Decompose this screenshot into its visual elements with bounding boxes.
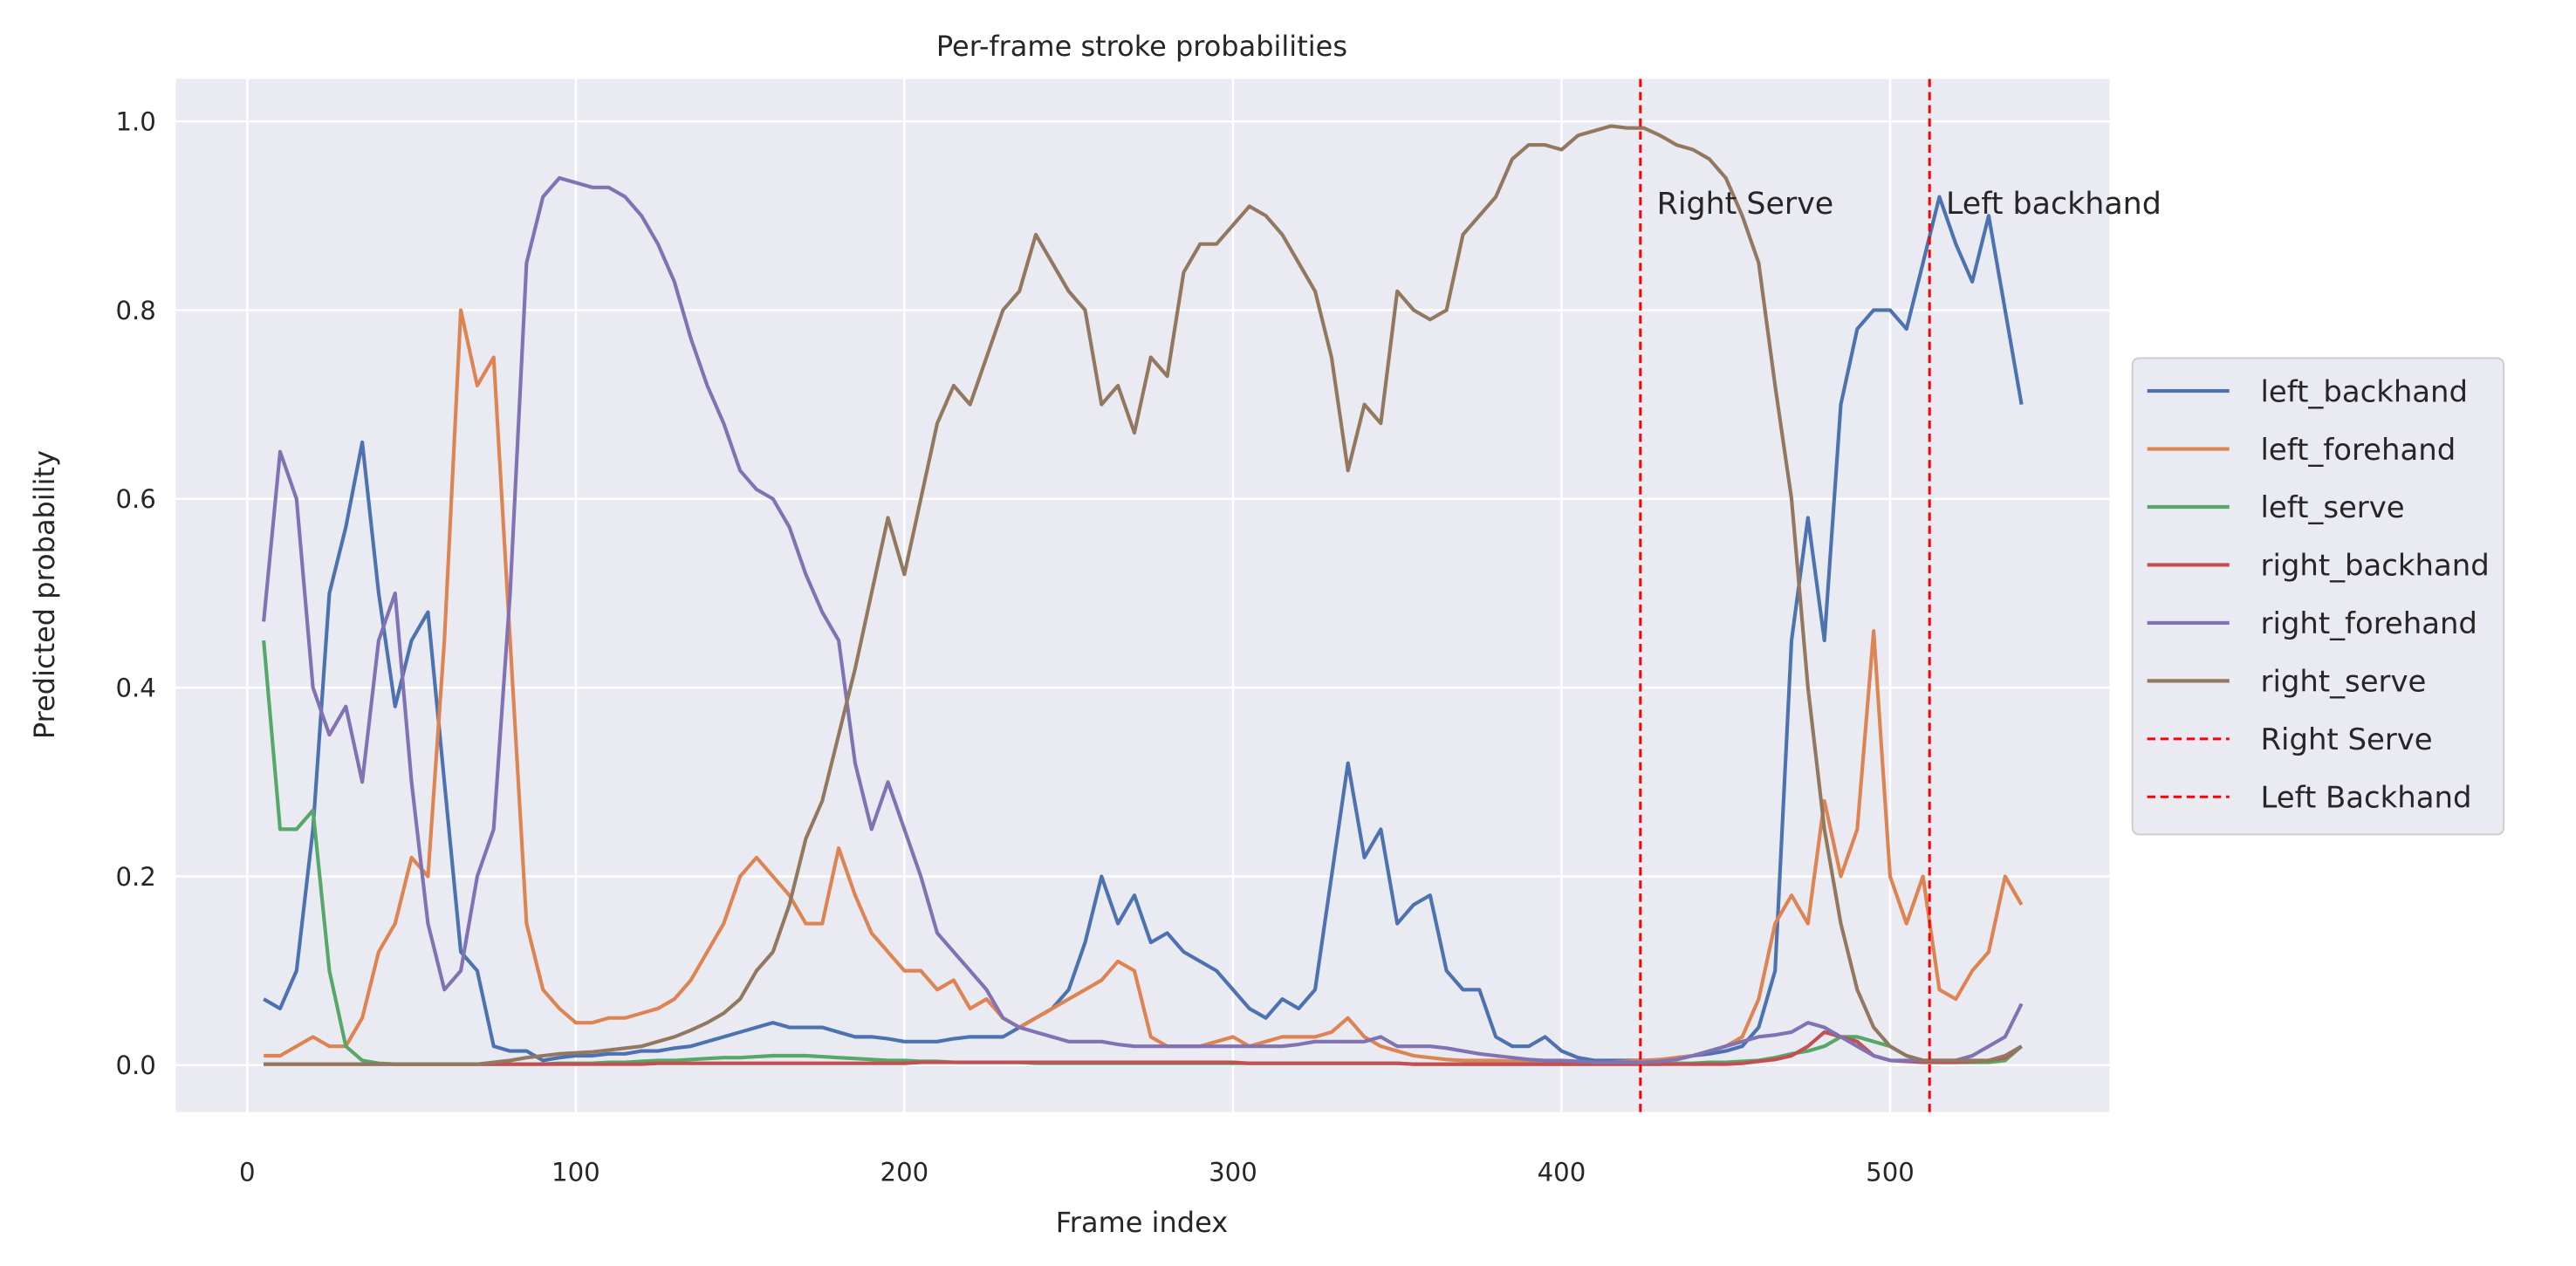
series-line: [263, 195, 2024, 1063]
x-axis-label: Frame index: [1056, 1206, 1228, 1239]
series-line: [264, 1030, 2023, 1066]
y-tick-label: 0.0: [115, 1050, 155, 1080]
x-tick-label: 300: [1209, 1158, 1257, 1187]
x-tick-label: 100: [552, 1158, 600, 1187]
y-axis-label: Predicted probability: [28, 450, 61, 739]
legend-label: left_serve: [2261, 490, 2405, 524]
annotation: Right Serve: [1657, 187, 1834, 222]
legend-label: right_serve: [2261, 665, 2427, 699]
x-tick-label: 500: [1866, 1158, 1915, 1187]
annotation: Left backhand: [1946, 187, 2162, 222]
y-tick-label: 0.2: [115, 862, 155, 892]
legend: left_backhand left_forehand left_serverigh…: [2131, 357, 2505, 836]
lines: [262, 79, 2024, 1112]
y-tick-label: 0.6: [115, 484, 155, 514]
y-tick-label: 1.0: [115, 106, 155, 136]
grid: 0.0 0.2 0.4 0.6 0.8 1.0 0 100 200 300 400 500: [115, 79, 2110, 1187]
x-tick-label: 200: [880, 1158, 929, 1187]
legend-label: Left Backhand: [2261, 781, 2472, 815]
annotations: Right Serve Left backhand: [1657, 187, 2162, 222]
plot-area: [175, 79, 2110, 1112]
legend-box: [2131, 357, 2505, 836]
y-tick-label: 0.4: [115, 673, 155, 702]
legend-label: Right Serve: [2261, 722, 2433, 756]
series-line: [262, 175, 2024, 1064]
legend-label: right_forehand: [2261, 606, 2477, 640]
x-tick-label: 400: [1538, 1158, 1586, 1187]
series-line: [264, 124, 2023, 1066]
y-tick-label: 0.8: [115, 296, 155, 325]
legend-label: left_backhand: [2261, 374, 2469, 408]
legend-label: left_forehand: [2261, 433, 2456, 467]
x-tick-label: 0: [239, 1158, 256, 1187]
legend-label: right_backhand: [2261, 549, 2490, 583]
chart-title: Per-frame stroke probabilities: [936, 30, 1347, 63]
